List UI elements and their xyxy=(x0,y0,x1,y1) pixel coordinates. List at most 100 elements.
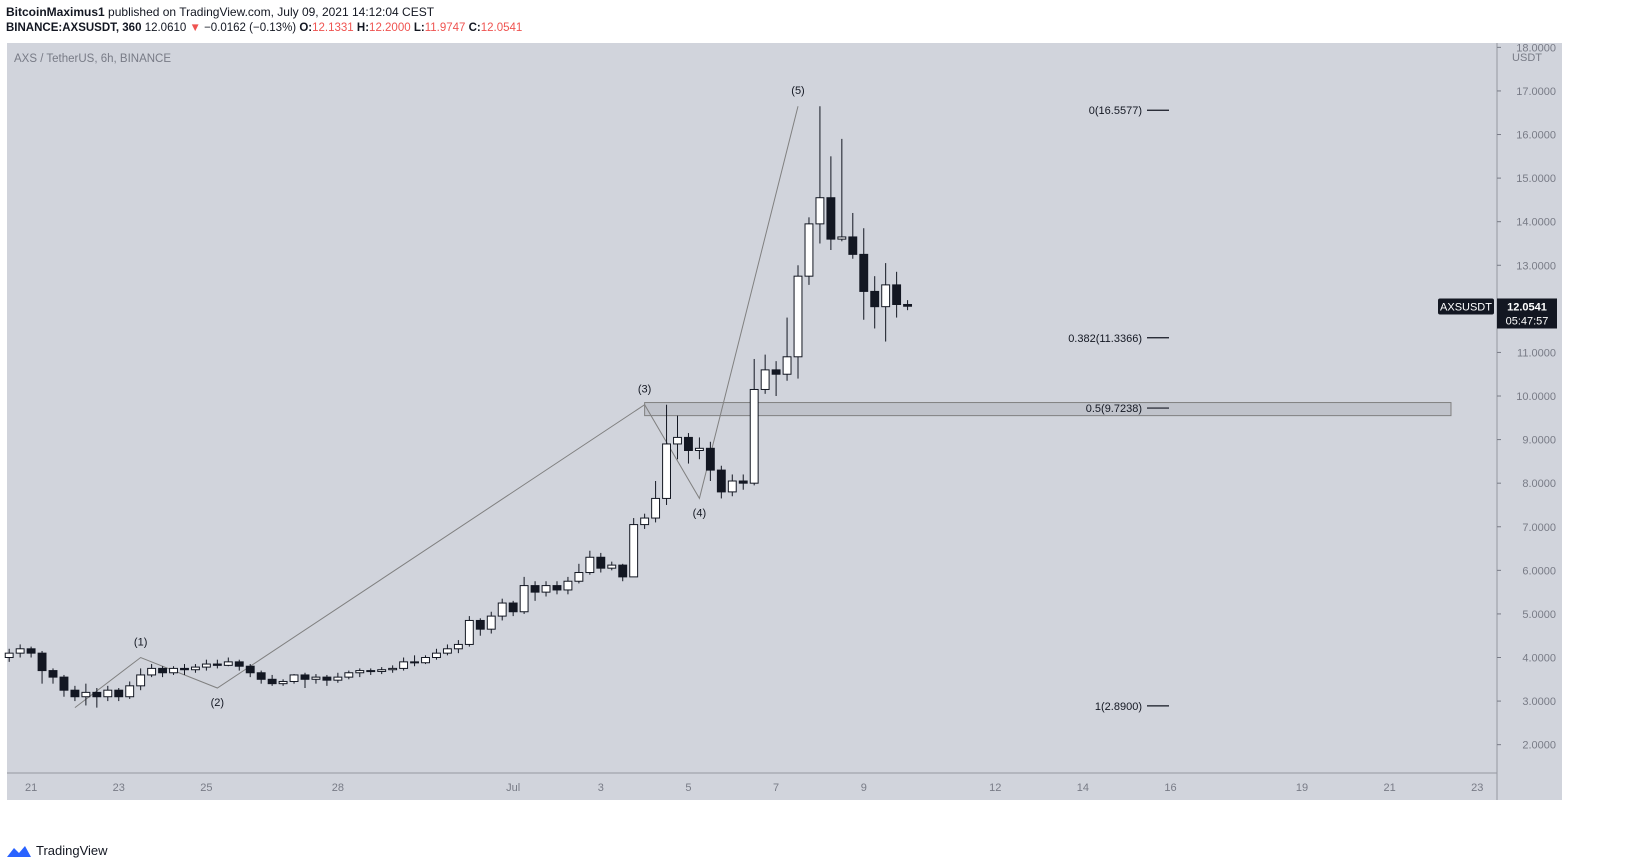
author-name[interactable]: BitcoinMaximus1 xyxy=(6,5,105,19)
candle xyxy=(432,652,441,659)
wave-label: (4) xyxy=(693,507,706,519)
candle xyxy=(881,284,891,308)
ohlc-line: BINANCE:AXSUSDT, 360 12.0610 ▼ −0.0162 (… xyxy=(6,22,522,34)
time-tick-label: 21 xyxy=(25,782,37,794)
price-tag-value: 12.0541 xyxy=(1507,301,1547,313)
candle xyxy=(892,284,902,305)
candle xyxy=(234,661,244,667)
tradingview-footer[interactable]: TradingView xyxy=(6,843,108,858)
price-tick-label: 7.0000 xyxy=(1522,522,1556,534)
candle xyxy=(289,674,299,682)
candle xyxy=(366,670,376,673)
price-tick-label: 15.0000 xyxy=(1516,173,1556,185)
wave-label: (2) xyxy=(211,697,224,709)
candle xyxy=(552,585,562,591)
candle xyxy=(4,652,14,659)
support-zone xyxy=(644,402,1452,417)
candle xyxy=(673,436,682,445)
candle xyxy=(388,667,398,671)
candle xyxy=(399,661,409,669)
candle xyxy=(870,290,880,308)
price-tick-label: 8.0000 xyxy=(1522,478,1556,490)
candle xyxy=(333,676,343,681)
fib-level-label: 0.5(9.7238) xyxy=(1086,403,1142,415)
price-tick-label: 2.0000 xyxy=(1522,740,1556,752)
time-tick-label: 28 xyxy=(332,782,344,794)
candle xyxy=(640,517,650,526)
candle xyxy=(147,667,157,676)
candle xyxy=(541,585,551,593)
down-triangle-icon: ▼ xyxy=(189,22,201,34)
candle xyxy=(136,674,146,687)
candle xyxy=(169,667,178,674)
close-label: C: xyxy=(468,22,481,34)
candle xyxy=(738,480,748,484)
candle xyxy=(618,564,628,578)
candle xyxy=(421,657,430,664)
candle xyxy=(158,667,168,674)
candle xyxy=(125,685,135,698)
candle xyxy=(837,236,847,240)
candle xyxy=(410,661,420,664)
candle xyxy=(574,572,584,582)
low-label: L: xyxy=(413,22,425,34)
tradingview-brand: TradingView xyxy=(36,843,108,858)
candle xyxy=(37,652,47,672)
last-price: 12.0610 xyxy=(144,22,187,34)
candle xyxy=(245,665,255,674)
price-tick-label: 9.0000 xyxy=(1522,435,1556,447)
time-tick-label: Jul xyxy=(506,782,520,794)
wave-label: (3) xyxy=(638,384,651,396)
tradingview-logo-icon xyxy=(7,845,31,857)
candle xyxy=(530,585,540,593)
candle xyxy=(716,469,726,493)
price-tick-label: 6.0000 xyxy=(1522,565,1556,577)
fib-level-label: 0.382(11.3366) xyxy=(1068,333,1142,345)
candle xyxy=(629,524,639,578)
candle xyxy=(782,356,792,375)
candle xyxy=(804,223,814,277)
time-axis xyxy=(7,773,1497,800)
candle xyxy=(607,564,617,569)
candle xyxy=(70,689,80,698)
high-label: H: xyxy=(356,22,370,34)
candle xyxy=(684,436,693,451)
time-tick-label: 25 xyxy=(200,782,212,794)
chart-title: AXS / TetherUS, 6h, BINANCE xyxy=(14,53,171,65)
candle xyxy=(815,197,825,225)
candle xyxy=(749,388,759,484)
candle xyxy=(377,669,387,672)
price-tick-label: 3.0000 xyxy=(1522,696,1556,708)
symbol-info: BINANCE:AXSUSDT, 360 xyxy=(6,22,142,34)
candle xyxy=(26,648,36,654)
candle xyxy=(464,619,474,645)
candle xyxy=(563,580,573,591)
candle xyxy=(92,691,102,698)
candle xyxy=(344,672,354,678)
candle xyxy=(651,497,661,519)
low-value: 11.9747 xyxy=(424,22,466,34)
candle xyxy=(903,303,913,307)
close-value: 12.0541 xyxy=(480,22,523,34)
symbol-tag xyxy=(1438,298,1494,315)
candle xyxy=(453,643,463,650)
publish-line: BitcoinMaximus1 published on TradingView… xyxy=(6,5,434,19)
candle xyxy=(705,447,715,471)
candle xyxy=(508,602,518,613)
candle xyxy=(760,369,770,390)
candle xyxy=(486,615,496,630)
high-value: 12.2000 xyxy=(369,22,411,34)
candle xyxy=(826,197,836,240)
candle xyxy=(223,661,233,666)
candle xyxy=(212,663,222,666)
candle xyxy=(59,676,69,691)
elliott-wave-line xyxy=(74,106,799,709)
symbol-tag-label: AXSUSDT xyxy=(1440,301,1492,313)
time-tick-label: 19 xyxy=(1296,782,1308,794)
candle xyxy=(848,236,858,255)
candle xyxy=(201,663,211,668)
price-axis xyxy=(1497,43,1562,800)
price-tick-label: 16.0000 xyxy=(1516,130,1556,142)
candle xyxy=(585,556,595,574)
